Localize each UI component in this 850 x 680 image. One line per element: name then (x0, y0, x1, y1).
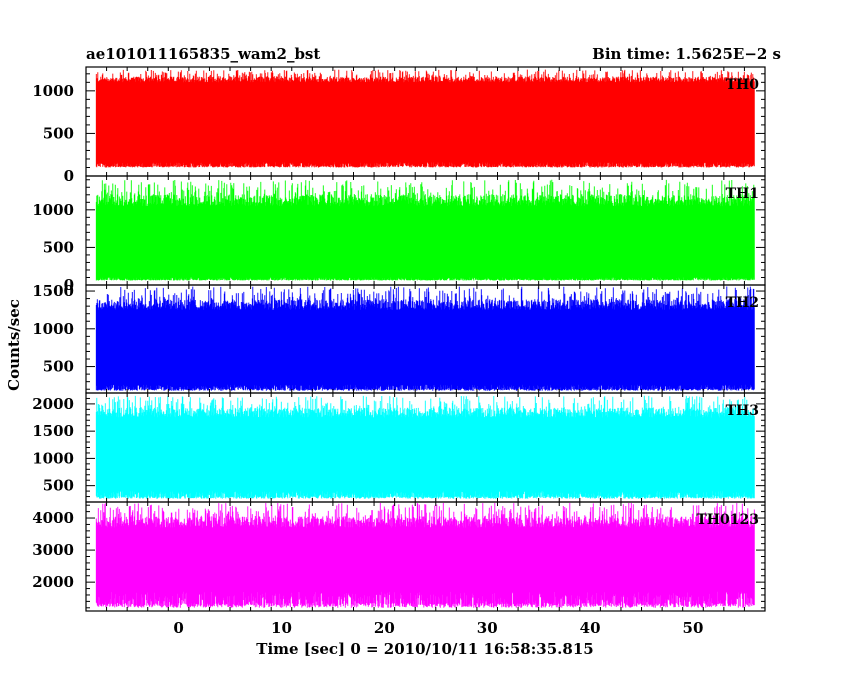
series-th0123-curve (95, 503, 755, 608)
panel-th0: 0 500 1000 TH0 (32, 66, 766, 185)
y-tick-label: 500 (43, 477, 74, 495)
panel-name-label: TH1 (726, 186, 759, 202)
y-tick-label: 0 (64, 167, 74, 185)
panel-name-label: TH0 (726, 77, 760, 93)
y-tick-label: 1000 (32, 201, 74, 219)
x-axis: 0 10 20 30 40 50 (173, 619, 703, 637)
y-tick-label: 0 (64, 276, 74, 294)
panel-th0123: 2000 3000 4000 TH0123 (32, 501, 766, 612)
y-tick-label: 3000 (32, 541, 74, 559)
x-tick-label: 30 (477, 619, 498, 637)
panel-th1: 0 500 1000 TH1 (32, 175, 766, 294)
x-axis-title: Time [sec] 0 = 2010/10/11 16:58:35.815 (256, 640, 593, 658)
series-th0-curve (95, 69, 755, 168)
series-th3-curve (95, 395, 755, 499)
x-tick-label: 40 (580, 619, 601, 637)
chart-title: ae101011165835_wam2_bst (86, 45, 320, 63)
panel-name-label: TH2 (726, 295, 759, 311)
y-tick-label: 1500 (32, 282, 74, 300)
panel-name-label: TH0123 (696, 512, 759, 528)
x-tick-label: 20 (374, 619, 395, 637)
y-tick-label: 2000 (32, 573, 74, 591)
x-tick-label: 50 (683, 619, 704, 637)
y-tick-label: 4000 (32, 509, 74, 527)
y-tick-label: 500 (43, 124, 74, 142)
y-tick-label: 500 (43, 358, 74, 376)
y-tick-label: 1000 (32, 449, 74, 467)
y-tick-label: 1500 (32, 422, 74, 440)
panel-th2: 500 1000 1500 TH2 (32, 282, 766, 394)
panel-th3: 500 1000 1500 2000 TH3 (32, 392, 766, 503)
y-tick-label: 1000 (32, 320, 74, 338)
panels-group: 0 500 1000 TH0 0 500 1000 TH1 500 1000 1500 TH2 500 1… (32, 66, 766, 612)
bin-time-label: Bin time: 1.5625E−2 s (592, 45, 781, 63)
y-tick-label: 500 (43, 238, 74, 256)
series-th1-curve (95, 179, 755, 281)
x-tick-label: 0 (173, 619, 183, 637)
panel-name-label: TH3 (726, 403, 759, 419)
series-th2-curve (95, 286, 755, 391)
y-axis-title: Counts/sec (5, 299, 23, 391)
y-tick-label: 1000 (32, 82, 74, 100)
y-tick-label: 2000 (32, 395, 74, 413)
x-tick-label: 10 (271, 619, 292, 637)
